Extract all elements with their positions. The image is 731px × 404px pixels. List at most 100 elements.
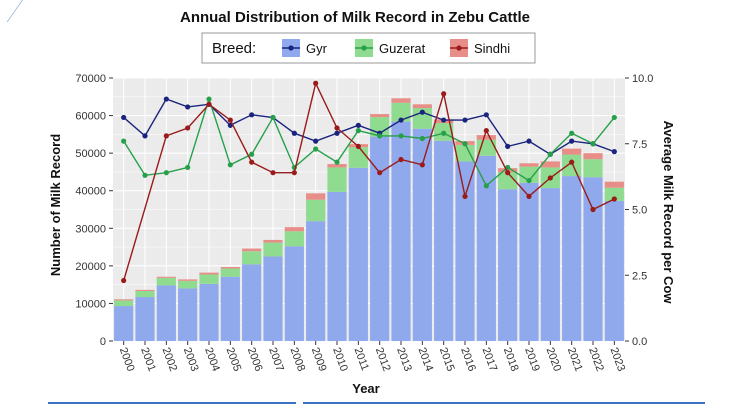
bar-gyr (284, 246, 304, 341)
bar-gyr (220, 276, 240, 341)
bar-gyr (562, 176, 582, 341)
data-point (419, 162, 425, 168)
bar-sindhi (156, 276, 176, 278)
bar-guzerat (306, 199, 326, 222)
data-point (121, 277, 127, 284)
bar-sindhi (178, 279, 198, 281)
bar-gyr (519, 182, 539, 341)
bar-sindhi (519, 163, 539, 167)
bar-gyr (540, 188, 560, 341)
x-tick-label: 2002 (160, 346, 180, 373)
bar-guzerat (135, 291, 155, 298)
legend-title: Breed: (212, 40, 256, 57)
y-tick-label: 30000 (75, 223, 106, 235)
data-point (355, 128, 361, 134)
data-point (355, 122, 361, 128)
y-tick-label: 40000 (75, 186, 106, 198)
legend-key-point (288, 45, 294, 51)
x-tick-label: 2023 (608, 346, 628, 373)
y2-tick-label: 0.0 (632, 336, 647, 348)
bar-guzerat (348, 147, 368, 168)
y-axis-title: Number of Milk Record (48, 134, 63, 276)
data-point (398, 133, 404, 139)
x-tick-label: 2014 (416, 346, 436, 373)
bar-gyr (434, 140, 454, 341)
data-point (142, 172, 148, 178)
y2-tick-label: 7.5 (632, 139, 647, 151)
data-point (483, 183, 489, 189)
line-series-sindhi (121, 80, 617, 284)
data-point (313, 146, 319, 152)
data-point (569, 159, 575, 165)
data-point (142, 133, 148, 139)
data-point (121, 138, 127, 144)
bar-sindhi (327, 164, 347, 168)
data-point (227, 162, 233, 168)
x-tick-label: 2011 (352, 346, 371, 372)
bar-sindhi (476, 135, 496, 140)
data-point (526, 177, 532, 184)
data-point (441, 91, 447, 97)
data-point (249, 151, 255, 157)
x-tick-label: 2016 (458, 346, 478, 373)
legend-key-point (361, 45, 367, 51)
data-point (611, 114, 617, 121)
bar-sindhi (562, 148, 582, 155)
x-tick-label: 2021 (565, 346, 585, 373)
data-point (462, 141, 468, 147)
data-point (441, 117, 447, 123)
x-tick-label: 2012 (373, 346, 393, 373)
series-line (123, 98, 615, 156)
x-tick-label: 2022 (586, 346, 606, 373)
bar-guzerat (156, 277, 176, 286)
x-tick-label: 2015 (437, 346, 457, 373)
bar-sindhi (114, 299, 134, 301)
bar-guzerat (220, 268, 240, 277)
data-point (526, 138, 532, 144)
bar-gyr (178, 288, 198, 341)
bar-sindhi (391, 98, 411, 103)
data-point (206, 96, 212, 102)
y2-tick-label: 10.0 (632, 73, 653, 85)
legend-label-sindhi: Sindhi (474, 41, 510, 56)
bar-gyr (114, 306, 134, 341)
x-tick-label: 2008 (288, 346, 308, 373)
x-tick-label: 2019 (522, 346, 542, 373)
bar-sindhi (604, 181, 624, 188)
bar-guzerat (178, 280, 198, 289)
bar-guzerat (562, 154, 582, 177)
data-point (249, 112, 255, 118)
bar-gyr (263, 256, 283, 341)
data-point (505, 170, 511, 176)
data-point (547, 151, 553, 157)
bar-guzerat (583, 159, 603, 178)
data-point (163, 96, 169, 102)
bar-gyr (242, 264, 262, 341)
bar-gyr (370, 136, 390, 341)
x-tick-label: 2001 (138, 346, 158, 373)
bar-sindhi (540, 161, 560, 168)
y-tick-label: 60000 (75, 111, 106, 123)
bar-gyr (135, 297, 155, 341)
bar-gyr (604, 200, 624, 341)
data-point (334, 159, 340, 165)
data-point (313, 80, 319, 86)
data-point (270, 170, 276, 176)
legend: Breed: Gyr Guzerat Sindhi (201, 32, 536, 64)
x-tick-label: 2003 (181, 346, 201, 373)
bar-gyr (199, 283, 219, 341)
data-point (547, 175, 553, 181)
bar-sindhi (135, 289, 155, 292)
bar-guzerat (242, 251, 262, 265)
x-tick-label: 2017 (480, 346, 500, 373)
y2-axis-title: Average Milk Record per Cow (661, 120, 676, 304)
bar-gyr (391, 121, 411, 341)
y-tick-label: 0 (100, 336, 106, 348)
bar-guzerat (604, 187, 624, 201)
legend-label-gyr: Gyr (306, 41, 328, 56)
bar-gyr (583, 177, 603, 341)
data-point (227, 117, 233, 123)
x-tick-label: 2018 (501, 346, 521, 373)
bar-sindhi (199, 272, 219, 275)
